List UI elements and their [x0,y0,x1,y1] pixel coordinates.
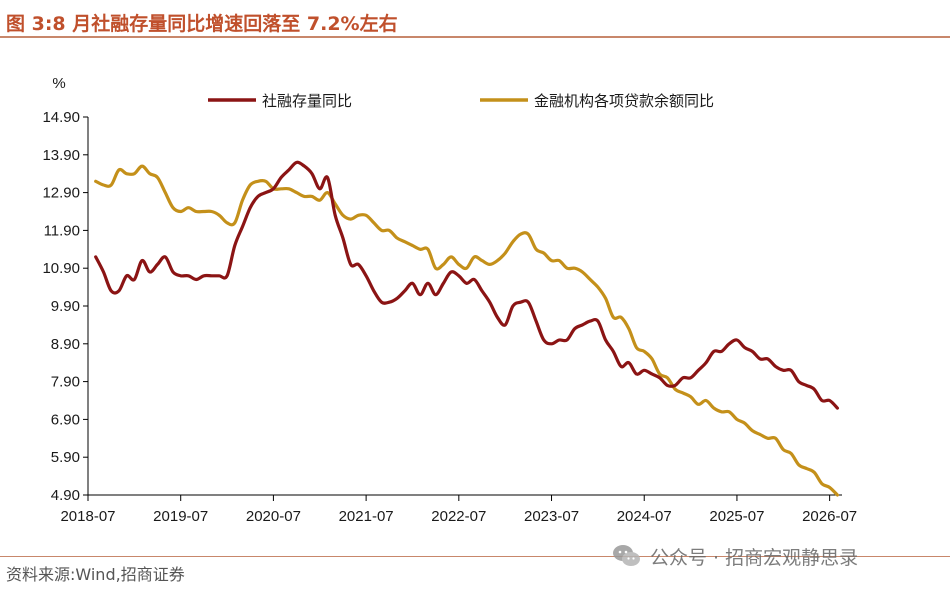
x-tick-label: 2019-07 [153,508,208,525]
title-divider [0,36,950,38]
source-note: 资料来源:Wind,招商证券 [6,565,185,584]
y-tick-label: 13.90 [42,147,80,164]
legend-label: 社融存量同比 [262,92,352,110]
chart-axes: % 14.90 13.90 12.90 11.90 10.90 9.90 8.90 7.90 6.… [42,75,857,525]
series-line-social-financing [94,160,839,410]
watermark: 公众号 · 招商宏观静思录 [612,543,858,569]
y-tick-label: 12.90 [42,185,80,202]
y-tick-label: 6.90 [51,411,80,428]
y-tick-label: 14.90 [42,109,80,126]
legend-label: 金融机构各项贷款余额同比 [534,92,714,110]
chart-series [94,160,839,497]
x-tick-label: 2023-07 [524,508,579,525]
x-tick-label: 2022-07 [431,508,486,525]
y-tick-label: 8.90 [51,336,80,353]
y-tick-label: 7.90 [51,374,80,391]
y-tick-label: 4.90 [51,487,80,504]
y-tick-label: 10.90 [42,260,80,277]
wechat-icon [613,545,640,566]
x-tick-label: 2021-07 [339,508,394,525]
y-tick-label: 11.90 [44,222,80,239]
x-tick-label: 2024-07 [617,508,672,525]
series-line-loan-balance [94,164,839,497]
x-tick-label: 2018-07 [60,508,115,525]
figure-title: 图 3:8 月社融存量同比增速回落至 7.2%左右 [6,13,398,35]
x-tick-label: 2026-07 [802,508,857,525]
chart-legend: 社融存量同比 金融机构各项贷款余额同比 [208,92,714,110]
footer-divider [0,556,950,557]
y-tick-label: 5.90 [51,449,80,466]
x-tick-label: 2020-07 [246,508,301,525]
x-tick-label: 2025-07 [709,508,764,525]
y-axis-unit: % [52,75,65,92]
y-tick-label: 9.90 [51,298,80,315]
watermark-text: 公众号 · 招商宏观静思录 [650,546,859,569]
